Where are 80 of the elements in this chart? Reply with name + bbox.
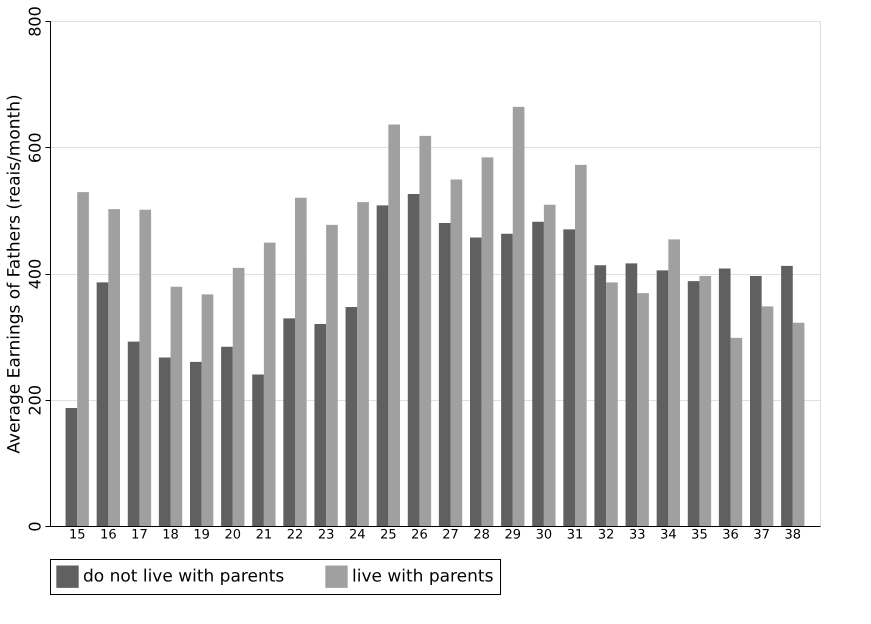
bar bbox=[594, 265, 606, 526]
x-tick-label: 18 bbox=[162, 528, 179, 542]
bar bbox=[221, 346, 233, 526]
x-tick-label: 28 bbox=[473, 528, 490, 542]
x-tick-label: 21 bbox=[256, 528, 272, 542]
y-tick-label: 200 bbox=[26, 384, 44, 416]
bar bbox=[128, 342, 140, 526]
bar bbox=[730, 338, 742, 526]
bar bbox=[699, 276, 712, 526]
bar bbox=[656, 270, 668, 526]
y-tick-label: 0 bbox=[26, 521, 44, 532]
bar bbox=[346, 306, 358, 526]
bar bbox=[232, 268, 244, 526]
bar bbox=[532, 222, 544, 526]
bar bbox=[575, 164, 587, 526]
bar bbox=[419, 136, 432, 526]
x-tick-label: 26 bbox=[411, 528, 428, 542]
bar bbox=[781, 266, 793, 526]
x-tick-label: 30 bbox=[536, 528, 552, 542]
bar bbox=[408, 194, 420, 526]
bar bbox=[66, 408, 78, 526]
bar bbox=[326, 224, 338, 526]
x-tick-label: 36 bbox=[722, 528, 739, 542]
x-tick-label: 23 bbox=[318, 528, 334, 542]
bar bbox=[170, 286, 182, 526]
bar bbox=[792, 322, 804, 526]
bar bbox=[283, 318, 295, 526]
bar bbox=[512, 106, 524, 526]
bar bbox=[438, 223, 451, 526]
x-tick-label: 38 bbox=[784, 528, 802, 542]
bar bbox=[668, 239, 680, 526]
x-tick-label: 35 bbox=[691, 528, 708, 542]
bar bbox=[295, 198, 307, 526]
bar bbox=[202, 294, 214, 526]
x-tick-label: 27 bbox=[442, 528, 459, 542]
x-tick-label: 25 bbox=[380, 528, 397, 542]
bar bbox=[190, 362, 202, 526]
legend-label: live with parents bbox=[352, 566, 494, 587]
x-tick-label: 15 bbox=[68, 528, 86, 542]
x-tick-label: 34 bbox=[660, 528, 677, 542]
x-tick-label: 33 bbox=[628, 528, 646, 542]
bar bbox=[482, 157, 494, 526]
legend-label: do not live with parents bbox=[83, 566, 284, 587]
bar bbox=[376, 205, 388, 526]
x-tick-label: 37 bbox=[753, 528, 770, 542]
bar bbox=[637, 293, 649, 526]
x-tick-label: 29 bbox=[504, 528, 522, 542]
bar bbox=[626, 263, 638, 526]
bar bbox=[718, 268, 731, 526]
bar bbox=[357, 202, 369, 526]
bar bbox=[388, 124, 400, 526]
x-tick-label: 32 bbox=[598, 528, 614, 542]
x-tick-label: 19 bbox=[193, 528, 210, 542]
bar bbox=[606, 282, 618, 526]
bar bbox=[252, 374, 264, 526]
x-tick-label: 20 bbox=[224, 528, 242, 542]
y-axis-title: Average Earnings of Fathers (reais/month) bbox=[4, 94, 24, 454]
x-tick-label: 16 bbox=[100, 528, 117, 542]
bar bbox=[750, 276, 762, 526]
bar bbox=[139, 210, 152, 526]
bar bbox=[96, 282, 108, 526]
y-tick-label: 400 bbox=[26, 258, 44, 290]
bar bbox=[450, 179, 462, 526]
x-tick-label: 24 bbox=[348, 528, 366, 542]
bar bbox=[264, 242, 276, 526]
bar bbox=[501, 234, 513, 526]
bar bbox=[544, 204, 556, 526]
bar bbox=[158, 357, 171, 526]
x-tick-label: 17 bbox=[131, 528, 148, 542]
bar bbox=[314, 324, 326, 526]
y-tick-label: 600 bbox=[26, 132, 44, 164]
bar bbox=[108, 209, 120, 526]
bar bbox=[470, 238, 482, 526]
x-tick-label: 22 bbox=[286, 528, 304, 542]
bar bbox=[688, 281, 700, 526]
y-tick-label: 800 bbox=[26, 6, 44, 37]
bar bbox=[563, 229, 575, 526]
x-tick-label: 31 bbox=[566, 528, 584, 542]
bar bbox=[762, 306, 774, 526]
bar bbox=[77, 192, 89, 526]
